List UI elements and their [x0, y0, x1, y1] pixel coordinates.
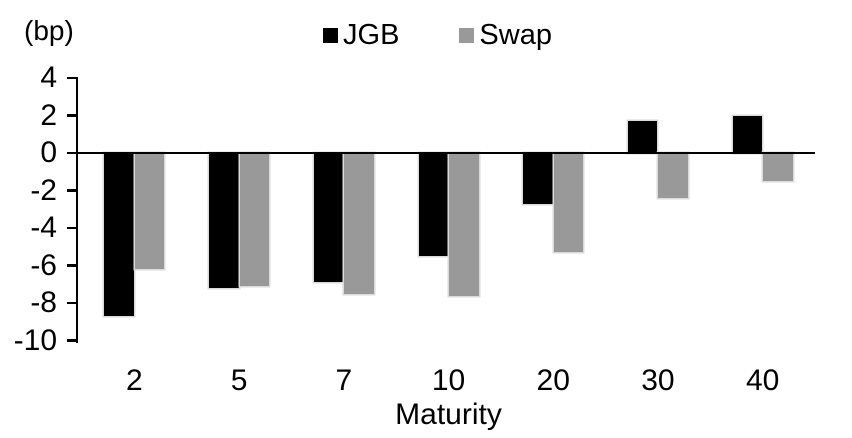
- legend-item-jgb: JGB: [323, 19, 399, 51]
- legend-item-swap: Swap: [459, 19, 552, 51]
- bar-jgb-7: [313, 153, 344, 283]
- y-axis-unit-label: (bp): [24, 15, 74, 46]
- bar-jgb-10: [418, 153, 448, 257]
- y-tick: [67, 226, 78, 230]
- bar-swap-10: [449, 153, 479, 296]
- y-tick-label: 4: [40, 61, 57, 94]
- legend-label-swap: Swap: [479, 19, 552, 51]
- y-axis-line: [75, 78, 78, 343]
- x-tick-label: 10: [431, 364, 466, 397]
- bar-jgb-20: [523, 153, 553, 204]
- y-tick: [67, 264, 78, 267]
- x-tick-label: 5: [230, 364, 248, 397]
- y-tick-label: -10: [13, 323, 57, 357]
- y-tick-label: -2: [30, 173, 57, 207]
- y-tick: [67, 339, 78, 342]
- legend-label-jgb: JGB: [343, 19, 400, 51]
- bar-jgb-30: [627, 121, 658, 153]
- bar-swap-7: [344, 153, 374, 294]
- x-tick-label: 30: [641, 364, 675, 397]
- y-tick: [67, 151, 78, 155]
- bar-swap-2: [134, 153, 165, 270]
- bar-swap-30: [658, 153, 688, 198]
- y-tick-label: -4: [30, 211, 57, 244]
- bar-swap-5: [239, 153, 270, 287]
- bar-jgb-5: [209, 153, 239, 288]
- jgb-swatch-icon: [323, 27, 339, 43]
- y-tick: [67, 189, 78, 192]
- bar-swap-20: [553, 153, 584, 253]
- x-tick-label: 7: [335, 364, 353, 397]
- bar-swap-40: [763, 153, 793, 182]
- x-tick-label: 2: [126, 364, 143, 397]
- legend: JGB Swap: [0, 19, 852, 51]
- y-tick: [67, 114, 78, 117]
- y-tick-label: -8: [30, 286, 57, 319]
- bar-jgb-2: [104, 153, 134, 317]
- bar-jgb-40: [732, 115, 763, 153]
- x-axis-title: Maturity: [395, 398, 502, 431]
- x-tick-label: 20: [536, 364, 570, 397]
- y-tick-label: 2: [40, 98, 57, 132]
- y-tick-label: 0: [40, 136, 57, 169]
- x-axis-zero-line: [75, 151, 815, 155]
- y-tick-label: -6: [30, 248, 57, 282]
- swap-swatch-icon: [459, 27, 475, 43]
- y-tick: [67, 76, 78, 80]
- x-tick-label: 40: [745, 364, 780, 397]
- y-tick: [67, 301, 78, 305]
